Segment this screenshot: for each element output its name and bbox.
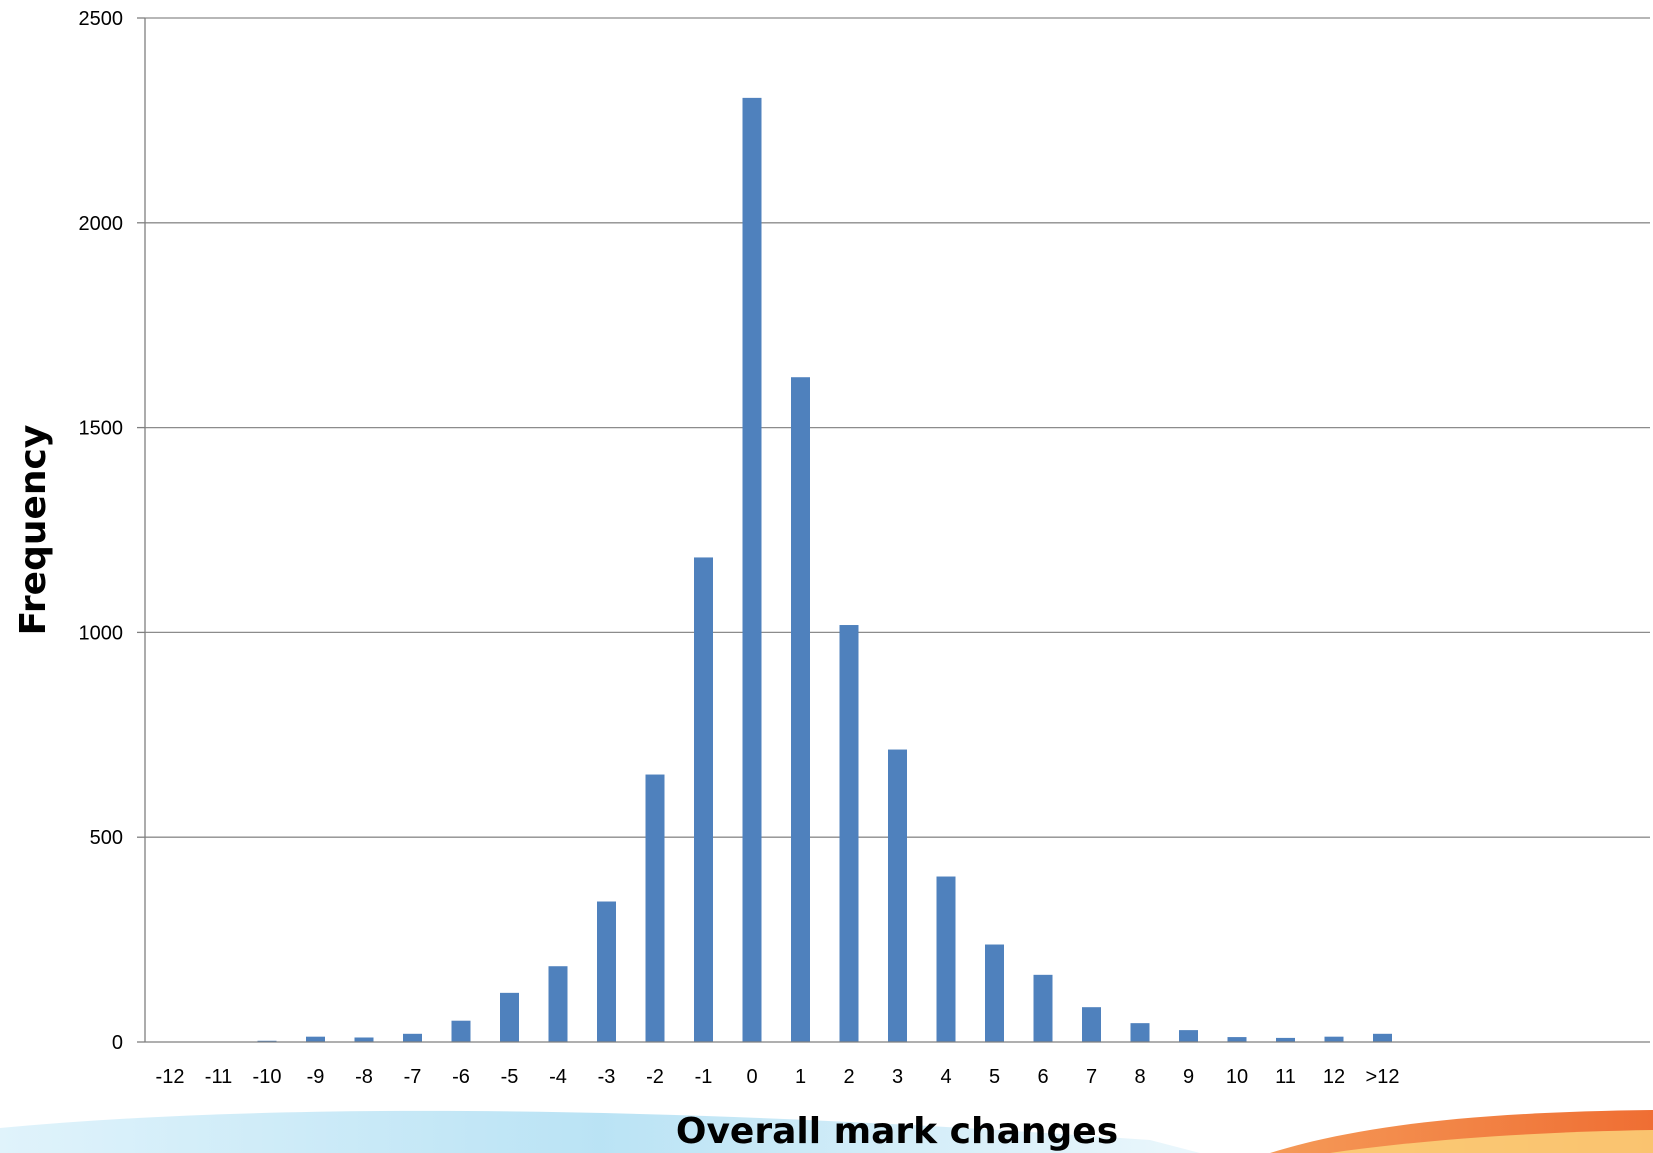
bar: [1227, 1037, 1247, 1042]
x-tick-label: >12: [1366, 1066, 1400, 1088]
bars: [257, 97, 1392, 1042]
wave-blue: [0, 1110, 1200, 1153]
bar: [645, 774, 665, 1042]
decorative-wave: [0, 1110, 1653, 1153]
x-tick-label: 4: [940, 1066, 951, 1088]
x-tick-label: -4: [549, 1066, 567, 1088]
y-tick-label: 500: [90, 827, 123, 849]
x-tick-label: 2: [843, 1066, 854, 1088]
bar: [1276, 1037, 1295, 1042]
bar: [1130, 1023, 1150, 1042]
x-tick-label: -8: [355, 1066, 373, 1088]
x-tick-label: -2: [646, 1066, 664, 1088]
y-tick-label: 1000: [79, 622, 124, 644]
bar: [548, 966, 568, 1042]
x-tick-label: 7: [1086, 1066, 1097, 1088]
y-tick-label: 0: [112, 1032, 123, 1054]
bar: [306, 1036, 325, 1042]
x-axis-title: Overall mark changes: [676, 1111, 1118, 1152]
bar: [500, 992, 519, 1042]
x-tick-label: 11: [1275, 1066, 1296, 1088]
x-tick-label: 10: [1226, 1066, 1248, 1088]
gridlines: [145, 17, 1650, 838]
bar: [451, 1020, 471, 1042]
bar: [1033, 974, 1053, 1042]
bar: [1324, 1036, 1344, 1042]
y-tick-label: 2000: [79, 213, 124, 235]
x-tick-label: 9: [1183, 1066, 1194, 1088]
x-tick-label: 3: [892, 1066, 903, 1088]
bar: [936, 876, 956, 1042]
x-tick-label: -10: [253, 1066, 282, 1088]
x-tick-label: -1: [695, 1066, 713, 1088]
bar: [888, 749, 907, 1042]
bar: [742, 97, 762, 1042]
bar: [354, 1037, 374, 1042]
bar: [791, 377, 810, 1042]
x-tick-label: -6: [452, 1066, 470, 1088]
bar: [597, 901, 616, 1042]
bar: [1179, 1030, 1198, 1042]
x-tick-label: -3: [598, 1066, 616, 1088]
bar: [1373, 1033, 1392, 1042]
bar: [403, 1033, 422, 1042]
x-tick-label: 6: [1037, 1066, 1048, 1088]
bar: [839, 625, 859, 1042]
wave-yellow: [1330, 1130, 1653, 1153]
x-tick-label: 5: [989, 1066, 1000, 1088]
x-tick-label: 0: [746, 1066, 757, 1088]
x-tick-label: 1: [795, 1066, 806, 1088]
x-tick-labels: -12 -11 -10 -9 -8 -7 -6 -5 -4 -3 -2 -1 0 1 2 3 4 5 6 7 8 9 10 1…: [156, 1066, 1400, 1088]
bar: [985, 944, 1004, 1042]
y-axis-title: Frequency: [13, 425, 54, 636]
y-tick-labels: 0 500 1000 1500 2000 2500: [79, 8, 145, 1054]
axes: [144, 18, 1650, 1043]
y-tick-label: 2500: [79, 8, 124, 30]
y-tick-label: 1500: [79, 418, 124, 440]
x-tick-label: -11: [205, 1066, 232, 1088]
x-tick-label: 8: [1134, 1066, 1145, 1088]
x-tick-label: -9: [307, 1066, 325, 1088]
x-tick-label: 12: [1323, 1066, 1345, 1088]
bar: [1082, 1007, 1101, 1042]
x-tick-label: -12: [156, 1066, 185, 1088]
x-tick-label: -5: [501, 1066, 519, 1088]
bar: [694, 557, 713, 1042]
x-tick-label: -7: [404, 1066, 422, 1088]
